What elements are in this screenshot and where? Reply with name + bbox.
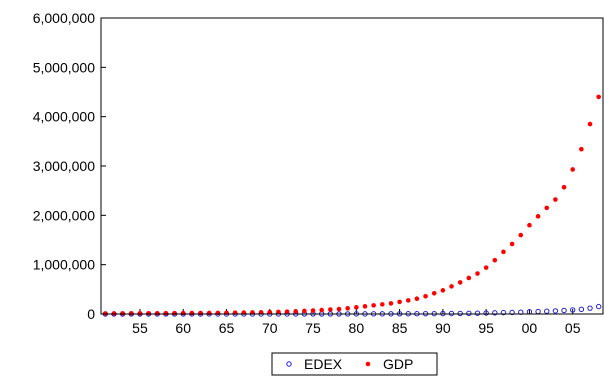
edex-point — [457, 310, 463, 317]
legend: EDEX GDP — [271, 352, 438, 376]
y-tick-label: 1,000,000 — [33, 257, 95, 273]
edex-point — [587, 305, 593, 311]
x-tick-label: 00 — [522, 320, 538, 336]
gdp-point — [336, 306, 342, 312]
edex-point — [570, 307, 576, 313]
gdp-point — [310, 308, 316, 313]
gdp-point — [423, 293, 428, 299]
gdp-point — [371, 303, 376, 308]
gdp-point — [198, 310, 203, 316]
series-gdp — [103, 94, 601, 316]
gdp-point — [535, 214, 541, 219]
gdp-point — [137, 311, 143, 316]
x-tick-label: 70 — [262, 320, 278, 336]
legend-gdp-label: GDP — [383, 356, 413, 372]
gdp-point — [128, 311, 134, 316]
gdp-point — [302, 308, 307, 314]
edex-point — [492, 310, 498, 316]
x-tick-label: 80 — [349, 320, 365, 336]
legend-edex-label: EDEX — [304, 356, 343, 372]
x-tick-label: 90 — [435, 320, 451, 336]
legend-edex-marker — [286, 361, 292, 367]
gdp-point — [345, 306, 350, 311]
y-tick-label: 3,000,000 — [33, 158, 95, 174]
edex-point — [552, 308, 559, 314]
y-tick-label: 5,000,000 — [33, 59, 95, 75]
gdp-point — [180, 310, 186, 316]
edex-point — [544, 308, 550, 314]
x-tick-label: 75 — [305, 320, 321, 336]
gdp-point — [293, 309, 299, 314]
plot-frame — [100, 17, 604, 315]
gdp-point — [492, 257, 498, 263]
gdp-point — [276, 309, 281, 315]
x-tick-label: 85 — [392, 320, 408, 336]
gdp-point — [258, 310, 264, 315]
legend-box — [271, 352, 438, 376]
gdp-point — [319, 307, 325, 313]
gdp-point — [397, 299, 402, 305]
gdp-point — [189, 310, 195, 316]
gdp-point — [284, 309, 290, 314]
edex-point — [595, 303, 602, 310]
gdp-point — [570, 167, 576, 172]
gdp-point — [172, 310, 177, 316]
x-tick-label: 60 — [175, 320, 191, 336]
gdp-point — [579, 146, 584, 152]
y-axis-labels: 0 1,000,000 2,000,000 3,000,000 4,000,000 5,0… — [33, 10, 96, 322]
x-tick-label: 55 — [132, 320, 148, 336]
edex-point — [466, 310, 472, 316]
gdp-point — [501, 249, 506, 255]
x-tick-label: 05 — [565, 320, 581, 336]
gdp-point — [449, 284, 454, 289]
gdp-point — [544, 205, 550, 211]
gdp-point — [553, 197, 558, 202]
gdp-point — [379, 302, 385, 307]
gdp-point — [120, 311, 125, 316]
gdp-point — [561, 184, 567, 190]
gdp-point — [518, 232, 524, 238]
edex-point — [535, 308, 541, 315]
gdp-point — [354, 305, 359, 310]
gdp-point — [163, 310, 169, 316]
gdp-point — [457, 280, 463, 285]
edex-point — [509, 309, 515, 316]
gdp-point — [111, 311, 117, 316]
gdp-point — [388, 301, 394, 306]
gdp-point — [414, 296, 420, 302]
axis-ticks — [101, 17, 574, 315]
edex-point — [561, 307, 567, 314]
gdp-point — [146, 311, 151, 316]
x-tick-label: 65 — [219, 320, 235, 336]
y-tick-label: 2,000,000 — [33, 207, 95, 223]
gdp-point — [206, 310, 212, 316]
edex-point — [474, 310, 481, 316]
gdp-point — [440, 288, 446, 293]
gdp-point — [431, 290, 437, 296]
gdp-point — [362, 304, 368, 309]
gdp-point — [587, 121, 593, 127]
gdp-point — [475, 271, 480, 276]
edex-point — [483, 310, 489, 316]
gdp-point — [154, 310, 160, 316]
y-tick-label: 6,000,000 — [33, 10, 95, 26]
gdp-point — [527, 222, 532, 228]
edex-point — [578, 306, 585, 313]
gdp-point — [466, 275, 472, 281]
y-tick-label: 0 — [87, 306, 95, 322]
gdp-point — [328, 307, 333, 312]
legend-gdp-marker — [365, 361, 371, 367]
gdp-point — [509, 241, 515, 247]
y-tick-label: 4,000,000 — [33, 109, 95, 125]
x-axis-labels: 55 60 65 70 75 80 85 90 95 00 05 — [132, 320, 581, 336]
edex-point — [500, 309, 507, 316]
gdp-point — [267, 309, 273, 315]
x-tick-label: 95 — [478, 320, 494, 336]
gdp-point — [483, 265, 489, 270]
gdp-point — [405, 298, 411, 303]
gdp-point — [596, 94, 601, 100]
